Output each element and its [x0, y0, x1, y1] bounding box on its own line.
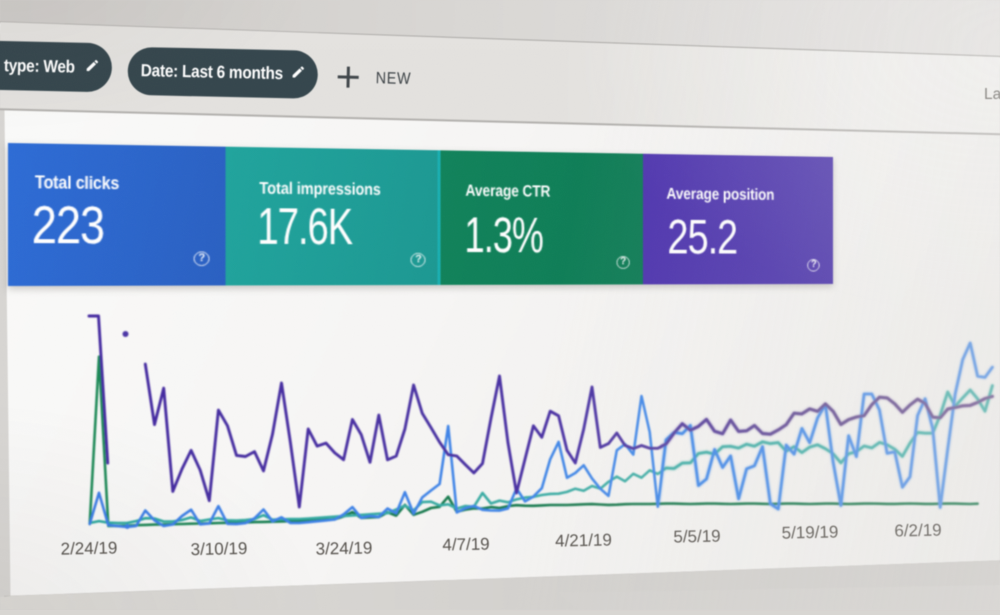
svg-text:3/24/19: 3/24/19 [315, 538, 372, 558]
svg-text:3/10/19: 3/10/19 [190, 539, 247, 559]
svg-text:2/24/19: 2/24/19 [60, 538, 117, 558]
svg-text:4/7/19: 4/7/19 [442, 535, 490, 555]
svg-text:6/2/19: 6/2/19 [894, 521, 942, 541]
svg-text:5/19/19: 5/19/19 [781, 522, 838, 542]
svg-text:5/5/19: 5/5/19 [673, 527, 721, 547]
svg-text:4/21/19: 4/21/19 [555, 530, 612, 550]
